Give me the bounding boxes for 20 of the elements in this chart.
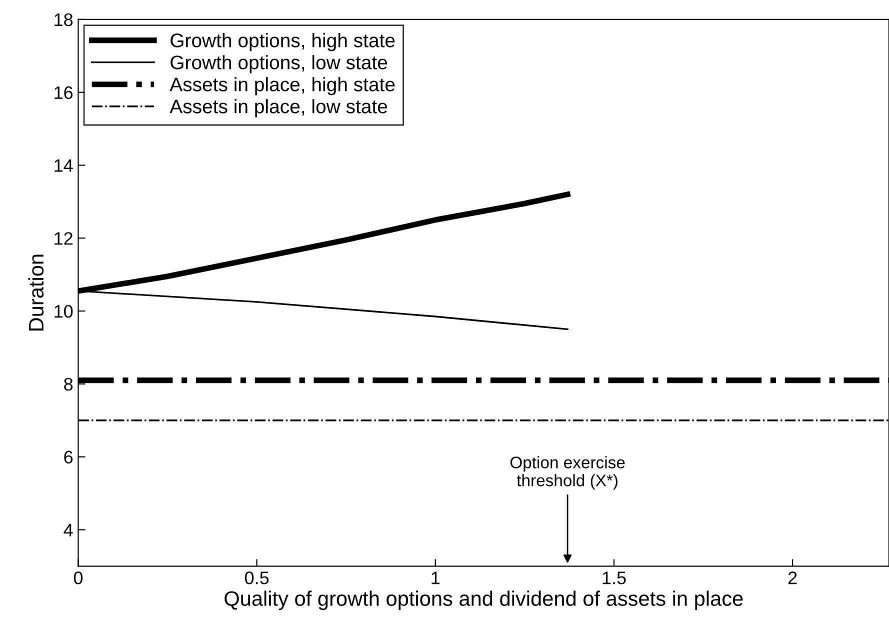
y-axis-title: Duration	[28, 254, 44, 330]
y-tick-label: 12	[54, 232, 72, 245]
x-tick-label: 0.5	[244, 572, 269, 584]
legend-label: Growth options, high state	[170, 33, 395, 52]
y-tick-label: 4	[64, 524, 73, 536]
y-tick-label: 8	[64, 378, 73, 391]
annotation: Option exercise threshold (X*)	[510, 456, 625, 490]
y-tick-label: 14	[54, 159, 73, 172]
legend-label: Assets in place, high state	[170, 77, 395, 96]
x-tick-label: 1	[432, 572, 440, 584]
y-tick-label: 10	[54, 304, 73, 318]
x-axis-title: Quality of growth options and dividend of assets in place	[224, 590, 743, 610]
y-tick-label: 16	[54, 86, 73, 100]
legend-label: Assets in place, low state	[170, 99, 388, 118]
x-tick-label: 2	[788, 572, 797, 584]
x-tick-label: 1.5	[602, 572, 626, 584]
legend-label: Growth options, low state	[170, 55, 388, 74]
y-tick-label: 18	[54, 13, 73, 26]
x-tick-label: 0	[74, 572, 83, 584]
y-tick-label: 6	[64, 450, 73, 464]
